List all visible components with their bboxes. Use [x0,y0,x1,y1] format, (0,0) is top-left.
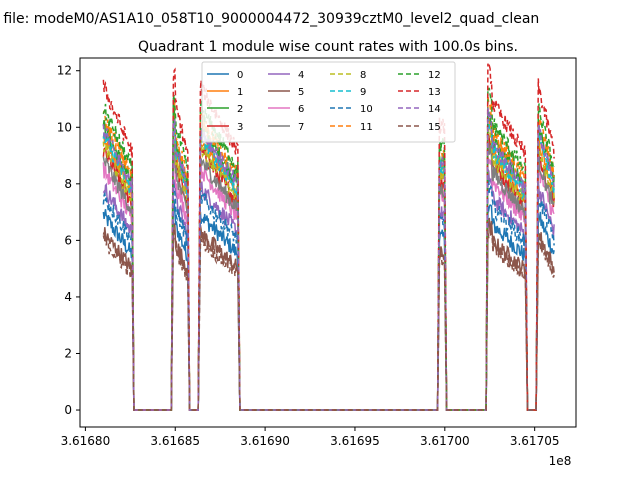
chart-title: Quadrant 1 module wise count rates with … [138,39,518,55]
legend-label-2: 2 [237,104,243,115]
legend-label-6: 6 [298,104,304,115]
legend-label-1: 1 [237,87,243,98]
series-line-14 [102,107,555,411]
y-tick-label: 4 [64,290,72,304]
legend-label-5: 5 [298,87,304,98]
legend-label-13: 13 [428,87,441,98]
legend-label-9: 9 [360,87,366,98]
series-lines [102,63,555,411]
series-line-13 [102,63,555,411]
x-offset-label: 1e8 [549,454,572,468]
y-tick-label: 2 [64,346,72,360]
x-tick-label: 3.61695 [330,434,380,448]
legend-label-0: 0 [237,70,243,81]
y-tick-label: 12 [57,64,72,78]
x-tick-label: 3.61700 [420,434,470,448]
axis-ticks: 3.61680 3.61685 3.61690 3.61695 3.61700 3.617… [57,64,560,448]
legend-label-8: 8 [360,70,366,81]
x-tick-label: 3.61680 [61,434,111,448]
y-tick-label: 6 [64,233,72,247]
legend-label-11: 11 [360,122,373,133]
plot-frame [79,57,577,428]
y-tick-label: 10 [57,120,72,134]
legend-label-10: 10 [360,104,373,115]
file-header-text: n file: modeM0/AS1A10_058T10_9000004472_… [0,11,539,27]
legend-box [201,61,456,143]
legend-label-15: 15 [428,122,441,133]
legend-label-3: 3 [237,122,243,133]
x-tick-label: 3.61685 [150,434,200,448]
legend-label-7: 7 [298,122,304,133]
x-tick-label: 3.61690 [240,434,290,448]
legend-label-4: 4 [298,70,304,81]
legend-label-12: 12 [428,70,441,81]
series-line-15 [102,228,555,411]
y-tick-label: 8 [64,177,72,191]
x-tick-label: 3.61705 [510,434,560,448]
legend-label-14: 14 [428,104,441,115]
y-tick-label: 0 [64,403,72,417]
